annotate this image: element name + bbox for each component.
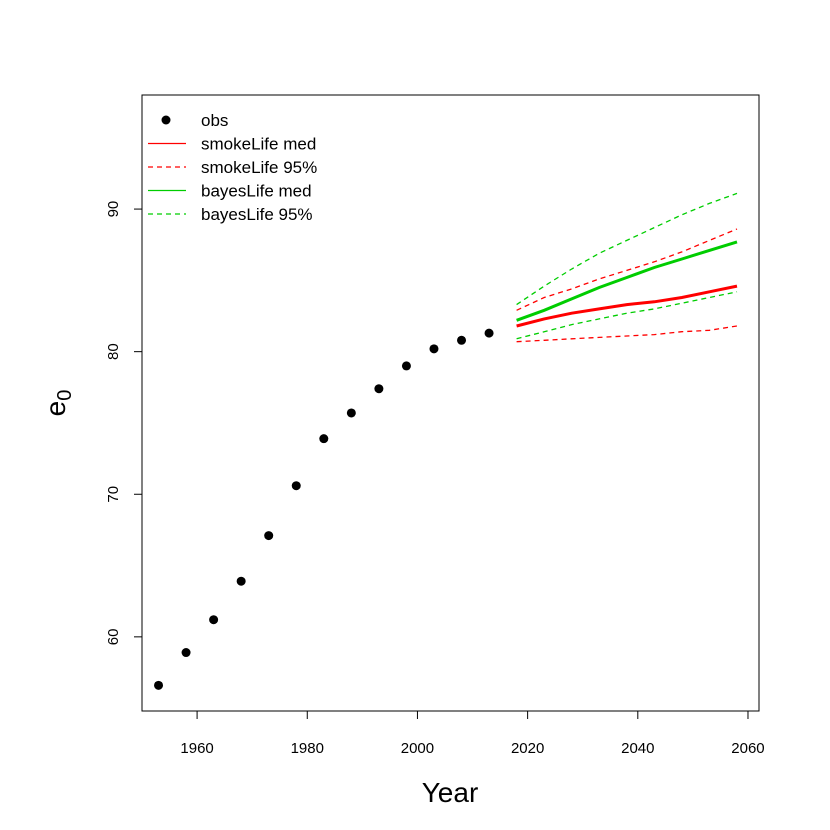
obs-point <box>457 335 467 345</box>
obs-point <box>374 384 384 394</box>
obs-point <box>484 328 494 338</box>
obs-point <box>154 680 164 690</box>
obs-point <box>429 344 439 354</box>
y-tick-label: 60 <box>105 629 122 646</box>
plot-area <box>154 192 738 690</box>
y-tick-label: 70 <box>105 486 122 503</box>
legend-label: smokeLife med <box>201 135 316 154</box>
obs-point <box>209 615 219 625</box>
x-axis-title: Year <box>422 777 479 808</box>
obs-point <box>346 408 356 418</box>
y-axis: 60 70 80 90 <box>105 201 143 646</box>
smokelife-median-line <box>516 284 738 328</box>
legend-label: bayesLife med <box>201 182 312 201</box>
obs-point <box>319 434 329 444</box>
legend-label: obs <box>201 111 228 130</box>
x-tick-label: 2020 <box>511 740 544 757</box>
x-tick-label: 1960 <box>180 740 213 757</box>
y-axis-title: e0 <box>40 390 76 417</box>
obs-point <box>181 648 191 658</box>
legend-label: smokeLife 95% <box>201 158 317 177</box>
y-axis-title-subscript: 0 <box>54 390 76 401</box>
bayeslife-median-line <box>516 240 738 322</box>
x-tick-label: 1980 <box>291 740 324 757</box>
legend-label: bayesLife 95% <box>201 205 313 224</box>
y-axis-title-main: e <box>40 401 71 417</box>
x-tick-label: 2040 <box>621 740 654 757</box>
smokelife-lower-95-line <box>516 325 738 343</box>
x-axis: 1960 1980 2000 2020 2040 2060 <box>180 710 765 757</box>
legend-marker-obs <box>161 115 171 125</box>
obs-point <box>291 481 301 491</box>
bayeslife-upper-95-line <box>516 192 738 306</box>
legend: obs smokeLife med smokeLife 95% bayesLife m… <box>148 111 317 224</box>
y-tick-label: 90 <box>105 201 122 218</box>
x-tick-label: 2000 <box>401 740 434 757</box>
bayeslife-lower-95-line <box>516 291 738 340</box>
obs-point <box>236 576 246 586</box>
smokelife-upper-95-line <box>516 228 738 311</box>
x-tick-label: 2060 <box>731 740 764 757</box>
obs-point <box>264 531 274 541</box>
obs-point <box>401 361 411 371</box>
y-tick-label: 80 <box>105 343 122 360</box>
